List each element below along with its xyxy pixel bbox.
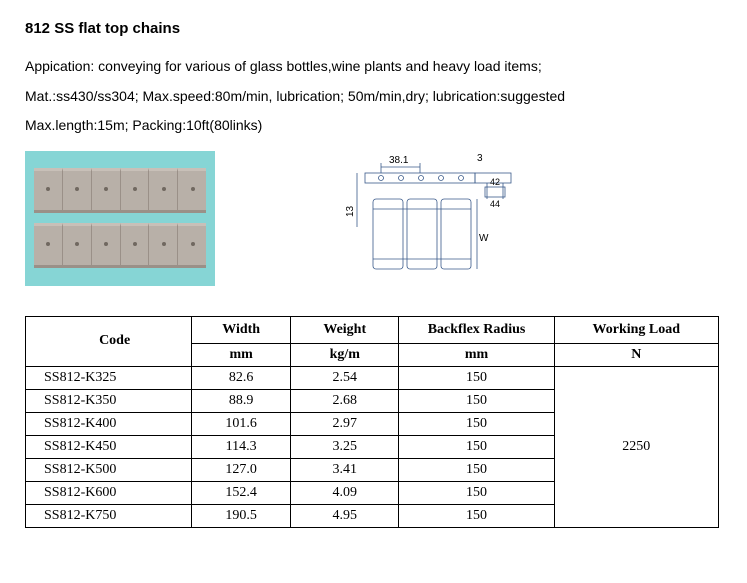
cell-width: 152.4 bbox=[192, 481, 291, 504]
description-line-1: Appication: conveying for various of gla… bbox=[25, 57, 722, 77]
cell-width: 82.6 bbox=[192, 366, 291, 389]
th-code: Code bbox=[26, 316, 192, 366]
cell-weight: 3.25 bbox=[291, 435, 399, 458]
cell-code: SS812-K325 bbox=[26, 366, 192, 389]
cell-weight: 2.97 bbox=[291, 412, 399, 435]
th-unit-n: N bbox=[554, 343, 718, 366]
cell-weight: 2.54 bbox=[291, 366, 399, 389]
cell-code: SS812-K750 bbox=[26, 504, 192, 527]
chain-strip-bottom bbox=[34, 223, 207, 268]
dim-height: 13 bbox=[345, 205, 356, 217]
th-unit-kgm: kg/m bbox=[291, 343, 399, 366]
cell-code: SS812-K350 bbox=[26, 389, 192, 412]
cell-code: SS812-K450 bbox=[26, 435, 192, 458]
description-line-2: Mat.:ss430/ss304; Max.speed:80m/min, lub… bbox=[25, 87, 722, 107]
table-row: SS812-K325 82.6 2.54 150 2250 bbox=[26, 366, 719, 389]
dim-tab1: 42 bbox=[490, 177, 500, 187]
cell-code: SS812-K600 bbox=[26, 481, 192, 504]
th-working-load: Working Load bbox=[554, 316, 718, 343]
cell-backflex: 150 bbox=[399, 481, 554, 504]
specs-table: Code Width Weight Backflex Radius Workin… bbox=[25, 316, 719, 528]
cell-width: 190.5 bbox=[192, 504, 291, 527]
th-backflex: Backflex Radius bbox=[399, 316, 554, 343]
cell-width: 114.3 bbox=[192, 435, 291, 458]
cell-code: SS812-K500 bbox=[26, 458, 192, 481]
cell-weight: 4.09 bbox=[291, 481, 399, 504]
th-unit-mm2: mm bbox=[399, 343, 554, 366]
th-unit-mm: mm bbox=[192, 343, 291, 366]
th-weight: Weight bbox=[291, 316, 399, 343]
cell-weight: 3.41 bbox=[291, 458, 399, 481]
page-title: 812 SS flat top chains bbox=[25, 20, 722, 37]
cell-weight: 2.68 bbox=[291, 389, 399, 412]
th-width: Width bbox=[192, 316, 291, 343]
cell-weight: 4.95 bbox=[291, 504, 399, 527]
cell-code: SS812-K400 bbox=[26, 412, 192, 435]
dim-width: W bbox=[479, 233, 489, 244]
dim-pitch: 38.1 bbox=[389, 155, 409, 166]
dim-tab2: 44 bbox=[490, 199, 500, 209]
images-row: 38.1 3 42 44 13 bbox=[25, 151, 722, 286]
chain-strip-top bbox=[34, 168, 207, 213]
product-photo bbox=[25, 151, 215, 286]
cell-backflex: 150 bbox=[399, 458, 554, 481]
table-body: SS812-K325 82.6 2.54 150 2250 SS812-K350… bbox=[26, 366, 719, 527]
cell-working-load: 2250 bbox=[554, 366, 718, 527]
description-line-3: Max.length:15m; Packing:10ft(80links) bbox=[25, 116, 722, 136]
cell-width: 127.0 bbox=[192, 458, 291, 481]
cell-backflex: 150 bbox=[399, 504, 554, 527]
cell-width: 101.6 bbox=[192, 412, 291, 435]
cell-backflex: 150 bbox=[399, 412, 554, 435]
cell-backflex: 150 bbox=[399, 366, 554, 389]
cell-width: 88.9 bbox=[192, 389, 291, 412]
cell-backflex: 150 bbox=[399, 435, 554, 458]
dim-thickness: 3 bbox=[477, 153, 483, 164]
cell-backflex: 150 bbox=[399, 389, 554, 412]
technical-drawing: 38.1 3 42 44 13 bbox=[345, 151, 535, 286]
